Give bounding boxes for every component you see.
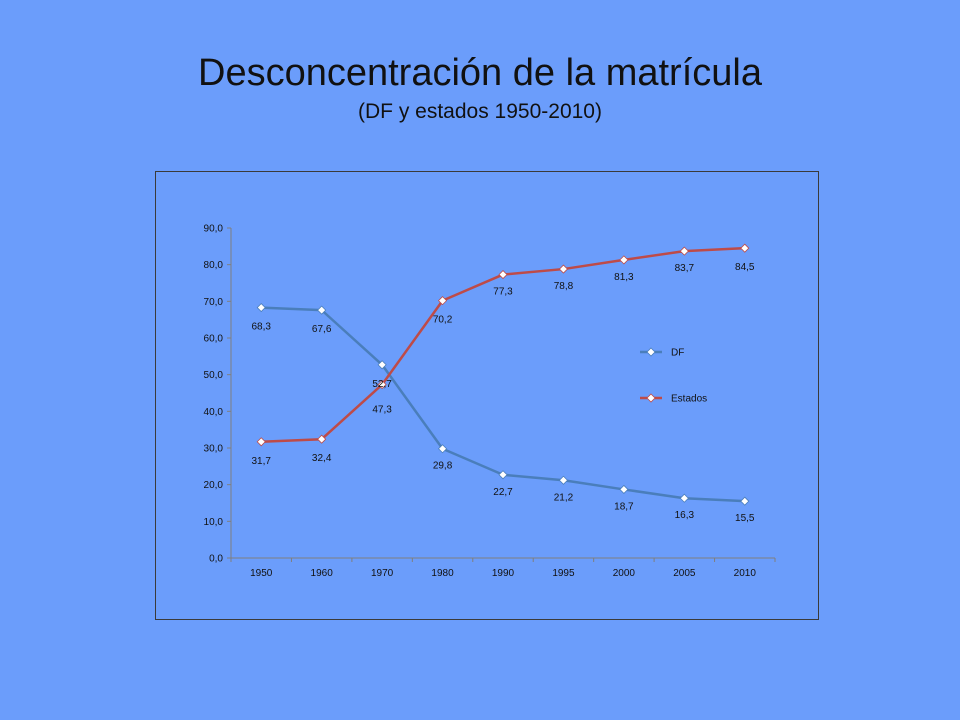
legend: DF Estados [640, 347, 707, 405]
data-label-df: 16,3 [675, 510, 695, 521]
data-point-estados [619, 255, 629, 265]
data-label-df: 68,3 [251, 322, 271, 333]
data-label-estados: 32,4 [312, 453, 332, 464]
x-tick-label: 1970 [371, 568, 394, 579]
data-label-estados: 31,7 [251, 456, 271, 467]
data-labels: 68,3 67,6 52,7 29,8 22,7 21,2 18,7 16,3 15,5 31,7… [251, 262, 754, 524]
slide-subtitle: (DF y estados 1950-2010) [358, 100, 602, 123]
legend-label-estados: Estados [671, 394, 707, 405]
y-tick-label: 70,0 [204, 297, 224, 308]
data-point-df [437, 444, 448, 454]
data-label-estados: 84,5 [735, 262, 755, 273]
data-label-estados: 83,7 [675, 263, 695, 274]
data-point-estados [317, 434, 327, 444]
data-point-df [558, 475, 569, 485]
chart-frame: 0,0 10,0 20,0 30,0 40,0 50,0 60,0 70,0 80,0 90,0 … [155, 171, 819, 620]
data-point-estados [679, 246, 689, 256]
line-chart: 0,010,020,030,040,050,060,070,080,090,0 … [204, 224, 776, 579]
data-point-estados [558, 264, 569, 274]
x-tick-label: 1980 [431, 568, 454, 579]
data-point-df [317, 305, 327, 315]
data-point-estados [740, 243, 750, 253]
x-axis: 1950 1960 1970 1980 1990 1995 2000 2005 2010 [230, 557, 776, 579]
data-point-df [619, 484, 629, 494]
data-label-estados: 77,3 [493, 287, 513, 298]
y-axis: 0,0 10,0 20,0 30,0 40,0 50,0 60,0 70,0 80,0 90,0 [204, 224, 232, 565]
x-tick-label: 1995 [552, 568, 575, 579]
y-tick-label: 30,0 [204, 444, 224, 455]
y-tick-label: 80,0 [204, 260, 224, 271]
data-label-df: 21,2 [554, 492, 574, 503]
data-label-df: 52,7 [372, 379, 392, 390]
y-tick-label: 20,0 [204, 480, 224, 491]
data-label-estados: 78,8 [554, 281, 574, 292]
legend-marker-df [646, 347, 656, 357]
legend-marker-estados [646, 393, 656, 403]
x-tick-label: 1990 [492, 568, 515, 579]
legend-label-df: DF [671, 348, 684, 359]
y-tick-label: 50,0 [204, 370, 224, 381]
y-tick-label: 10,0 [204, 517, 224, 528]
data-point-df [740, 496, 750, 506]
data-label-df: 67,6 [312, 324, 332, 335]
data-label-estados: 70,2 [433, 315, 453, 326]
data-point-estados [256, 437, 266, 447]
x-tick-label: 2005 [673, 568, 696, 579]
x-tick-label: 2000 [613, 568, 636, 579]
x-tick-label: 1950 [250, 568, 273, 579]
data-point-df [679, 493, 689, 503]
data-point-estados [498, 270, 508, 280]
data-label-df: 15,5 [735, 513, 755, 524]
data-point-df [498, 470, 508, 480]
y-tick-label: 60,0 [204, 334, 224, 345]
x-tick-label: 2010 [734, 568, 757, 579]
y-tick-label: 90,0 [204, 224, 224, 235]
data-point-estados [437, 296, 448, 306]
data-point-df [377, 360, 387, 370]
data-label-estados: 47,3 [372, 405, 392, 416]
data-label-df: 18,7 [614, 501, 634, 512]
x-tick-label: 1960 [311, 568, 334, 579]
data-label-estados: 81,3 [614, 272, 634, 283]
slide-title: Desconcentración de la matrícula [198, 52, 762, 94]
y-tick-label: 0,0 [209, 554, 223, 565]
data-point-estados [377, 380, 387, 390]
data-label-df: 29,8 [433, 461, 453, 472]
data-label-df: 22,7 [493, 487, 513, 498]
series-lines [256, 243, 750, 506]
data-point-df [256, 303, 266, 313]
y-tick-label: 40,0 [204, 407, 224, 418]
